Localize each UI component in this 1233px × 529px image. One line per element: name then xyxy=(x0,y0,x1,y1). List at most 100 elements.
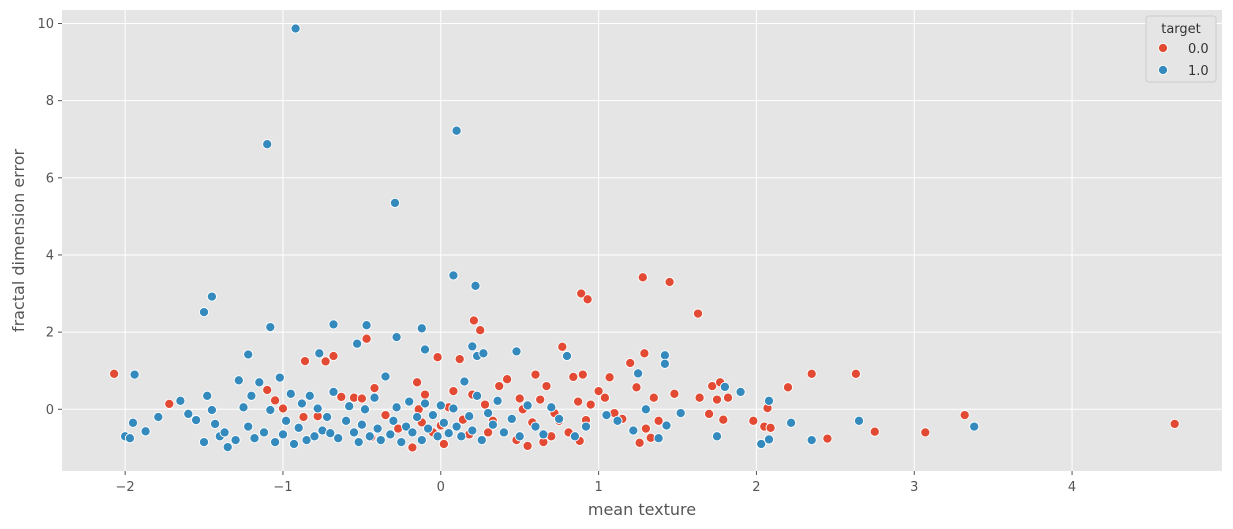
data-point-1.0 xyxy=(233,375,244,386)
data-point-0.0 xyxy=(869,426,880,437)
data-point-1.0 xyxy=(711,431,723,442)
data-point-1.0 xyxy=(265,404,276,416)
data-point-1.0 xyxy=(659,350,670,361)
legend-label: 0.0 xyxy=(1188,42,1209,57)
data-point-0.0 xyxy=(109,368,120,379)
data-point-1.0 xyxy=(385,429,396,440)
data-point-1.0 xyxy=(435,400,446,411)
data-point-0.0 xyxy=(648,392,659,403)
data-point-1.0 xyxy=(285,388,296,399)
data-point-1.0 xyxy=(281,415,292,426)
data-point-0.0 xyxy=(475,325,486,336)
data-point-0.0 xyxy=(454,354,465,365)
data-point-0.0 xyxy=(438,438,449,450)
data-points xyxy=(109,23,1180,453)
legend-marker xyxy=(1157,64,1169,76)
data-point-1.0 xyxy=(438,417,449,428)
data-point-1.0 xyxy=(633,368,644,379)
data-point-1.0 xyxy=(359,404,371,415)
data-point-1.0 xyxy=(653,433,664,444)
data-point-1.0 xyxy=(522,400,533,411)
legend: target 0.01.0 xyxy=(1145,15,1217,83)
data-point-1.0 xyxy=(464,411,475,422)
data-point-1.0 xyxy=(344,401,355,412)
data-point-1.0 xyxy=(459,376,470,387)
data-point-1.0 xyxy=(561,350,573,362)
data-point-1.0 xyxy=(238,402,249,413)
data-point-1.0 xyxy=(969,421,980,432)
data-point-0.0 xyxy=(782,382,794,393)
x-tick-labels: −2 −1 0 1 2 3 4 xyxy=(116,471,1076,495)
data-point-1.0 xyxy=(325,428,336,439)
data-point-1.0 xyxy=(416,435,427,446)
y-tick-label: 4 xyxy=(46,248,54,263)
data-point-1.0 xyxy=(554,413,565,424)
data-point-0.0 xyxy=(522,440,533,451)
data-point-1.0 xyxy=(249,433,260,444)
data-point-1.0 xyxy=(853,415,865,426)
data-point-0.0 xyxy=(270,395,281,406)
data-point-1.0 xyxy=(296,398,307,409)
data-point-0.0 xyxy=(262,384,273,396)
data-point-1.0 xyxy=(419,398,431,409)
data-point-1.0 xyxy=(612,415,623,426)
data-point-1.0 xyxy=(806,435,817,446)
data-point-1.0 xyxy=(735,386,746,397)
data-point-0.0 xyxy=(448,386,459,397)
legend-marker xyxy=(1157,42,1169,54)
data-point-1.0 xyxy=(230,435,241,446)
data-point-1.0 xyxy=(140,426,151,437)
data-point-1.0 xyxy=(274,372,285,383)
data-point-1.0 xyxy=(451,125,462,136)
data-point-1.0 xyxy=(352,338,363,349)
x-tick-label: −2 xyxy=(116,480,135,495)
data-point-1.0 xyxy=(432,431,443,442)
data-point-0.0 xyxy=(634,437,645,448)
data-point-1.0 xyxy=(538,429,549,440)
data-point-1.0 xyxy=(265,322,276,333)
data-point-1.0 xyxy=(514,431,525,442)
data-point-1.0 xyxy=(198,437,210,448)
data-point-0.0 xyxy=(704,408,715,419)
data-point-1.0 xyxy=(530,421,541,432)
data-point-1.0 xyxy=(391,332,402,343)
y-tick-label: 8 xyxy=(46,94,54,109)
data-point-0.0 xyxy=(380,410,391,421)
data-point-1.0 xyxy=(404,396,415,407)
data-point-1.0 xyxy=(380,371,391,382)
data-point-1.0 xyxy=(206,404,217,416)
data-point-1.0 xyxy=(353,437,364,448)
data-point-1.0 xyxy=(448,270,459,281)
data-point-0.0 xyxy=(640,423,651,434)
data-point-0.0 xyxy=(718,414,729,425)
legend-items: 0.01.0 xyxy=(1157,42,1209,79)
data-point-1.0 xyxy=(270,437,281,448)
data-point-0.0 xyxy=(669,388,680,399)
x-tick-label: 2 xyxy=(752,480,760,495)
y-tick-label: 6 xyxy=(46,171,54,186)
data-point-1.0 xyxy=(391,402,402,413)
x-tick-label: 1 xyxy=(594,480,602,495)
y-tick-label: 2 xyxy=(46,326,54,341)
data-point-0.0 xyxy=(639,348,650,359)
data-point-1.0 xyxy=(569,431,580,442)
data-point-1.0 xyxy=(483,408,494,419)
data-point-1.0 xyxy=(511,346,522,357)
data-point-1.0 xyxy=(492,395,503,406)
data-point-1.0 xyxy=(222,442,233,453)
data-point-1.0 xyxy=(419,344,431,355)
y-axis-label: fractal dimension error xyxy=(9,149,28,333)
data-point-1.0 xyxy=(175,395,186,406)
legend-title: target xyxy=(1161,22,1201,37)
y-tick-label: 0 xyxy=(46,403,54,418)
data-point-1.0 xyxy=(719,381,730,392)
data-point-0.0 xyxy=(765,422,776,433)
data-point-1.0 xyxy=(361,320,372,331)
data-point-1.0 xyxy=(659,358,670,369)
data-point-1.0 xyxy=(288,438,300,450)
data-point-0.0 xyxy=(599,392,610,403)
data-point-1.0 xyxy=(388,415,399,426)
y-tick-labels: 0 2 4 6 8 10 xyxy=(37,17,62,418)
data-point-0.0 xyxy=(419,389,431,400)
